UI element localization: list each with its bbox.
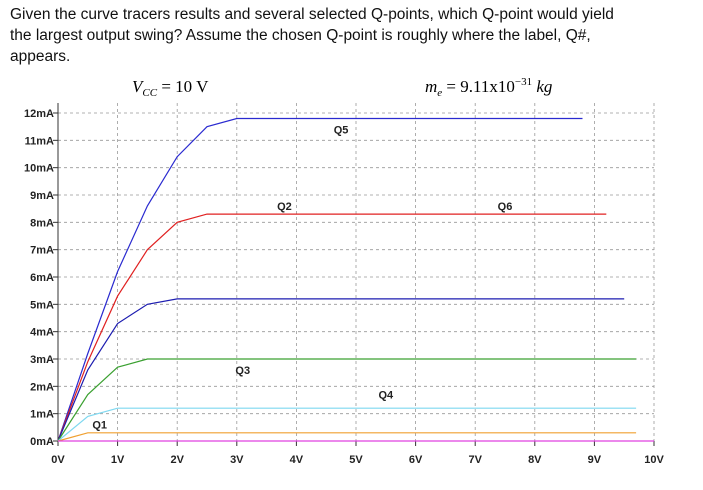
vcc-rest: = 10 V [157,77,209,96]
y-tick-label: 2mA [30,381,54,393]
curve [57,407,637,442]
curve [57,358,637,442]
x-tick-label: 0V [51,454,65,466]
x-tick-label: 4V [290,454,304,466]
mass-sup: −31 [515,76,532,88]
curve [57,213,607,442]
q-point-label: Q3 [235,365,250,377]
mass-sub: e [437,87,442,99]
y-tick-label: 1mA [30,409,54,421]
y-tick-label: 5mA [30,299,54,311]
x-tick-label: 5V [349,454,363,466]
mass-label: me = 9.11x10−31 kg [425,76,552,99]
y-tick-label: 3mA [30,354,54,366]
x-tick-label: 9V [588,454,602,466]
q-point-label: Q6 [498,201,513,213]
y-tick-label: 12mA [24,108,54,120]
x-tick-label: 1V [111,454,125,466]
x-tick-label: 6V [409,454,423,466]
question: Given the curve tracers results and seve… [10,4,614,67]
x-tick-label: 7V [468,454,482,466]
y-tick-label: 0mA [30,436,54,448]
curve [57,298,625,442]
q-point-label: Q1 [92,420,107,432]
q-point-label: Q2 [277,201,292,213]
y-tick-label: 10mA [24,163,54,175]
y-tick-label: 6mA [30,272,54,284]
vcc-main: V [132,77,145,96]
q-point-label: Q5 [334,124,349,136]
question-line: Given the curve tracers results and seve… [10,6,614,23]
mass-rest: = 9.11x10 [442,77,515,96]
y-tick-label: 8mA [30,217,54,229]
vcc-label: VCC = 10 V [132,77,209,99]
question-line: appears. [10,48,71,65]
question-line: the largest output swing? Assume the cho… [10,27,591,44]
y-tick-label: 11mA [25,135,54,147]
q-point-label: Q4 [378,390,394,402]
curve [57,432,637,442]
mass-unit: kg [532,77,552,96]
x-tick-label: 8V [528,454,542,466]
x-tick-label: 10V [644,454,664,466]
curve [57,117,583,442]
y-tick-label: 9mA [30,190,54,202]
x-tick-label: 2V [170,454,184,466]
x-tick-label: 3V [230,454,244,466]
mass-main: m [425,77,437,96]
y-tick-label: 7mA [30,245,54,257]
vcc-sub: CC [142,87,157,99]
y-tick-label: 4mA [30,327,54,339]
